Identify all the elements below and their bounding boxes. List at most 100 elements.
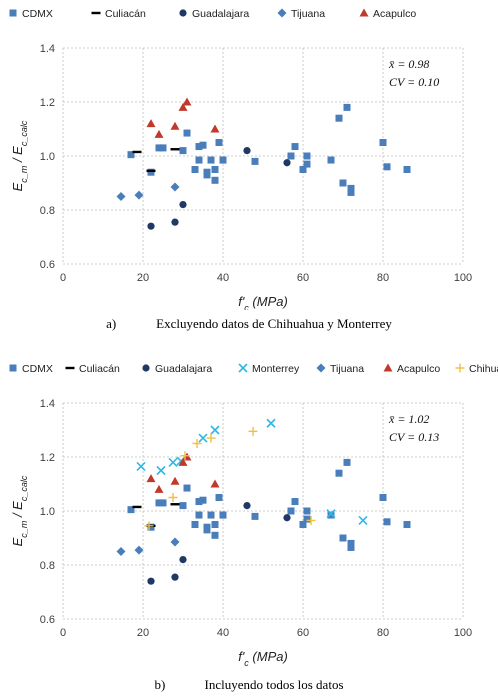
legend-marker-cdmx-a: [9, 9, 17, 17]
x-tick-label-b: 60: [297, 627, 309, 639]
point-cdmx-a: [347, 188, 355, 196]
point-chihuahua-b: [144, 521, 154, 531]
legend-label-culiacan-a: Culiacán: [105, 8, 146, 20]
point-monterrey-b: [210, 425, 220, 435]
point-cdmx-b: [383, 518, 391, 526]
legend-marker-culiacan-a: [91, 11, 101, 15]
point-cdmx-b: [403, 521, 411, 528]
point-monterrey-b: [198, 433, 208, 443]
legend-label-acapulco-b: Acapulco: [397, 363, 440, 375]
stats-line-b: CV = 0.13: [389, 430, 439, 444]
point-acapulco-b: [210, 479, 220, 488]
legend-label-cdmx-b: CDMX: [22, 363, 53, 375]
legend-label-guadalajara-a: Guadalajara: [192, 8, 249, 20]
legend-marker-culiacan-b: [65, 366, 75, 370]
caption-b-text: Incluyendo todos los datos: [204, 677, 344, 692]
x-tick-label-a: 100: [454, 272, 472, 284]
point-guadalajara-b: [243, 502, 251, 510]
point-cdmx-a: [147, 168, 155, 176]
point-cdmx-b: [299, 521, 307, 528]
caption-b: b) Incluyendo todos los datos: [0, 677, 498, 693]
x-tick-label-b: 40: [217, 627, 229, 639]
point-cdmx-a: [199, 141, 207, 149]
point-tijuana-b: [134, 545, 144, 555]
point-acapulco-a: [178, 102, 188, 111]
point-chihuahua-b: [206, 433, 216, 443]
point-cdmx-b: [155, 499, 163, 507]
point-cdmx-b: [159, 499, 167, 507]
point-acapulco-a: [170, 121, 180, 130]
point-cdmx-b: [147, 523, 155, 531]
x-tick-label-a: 80: [377, 272, 389, 284]
point-cdmx-a: [339, 179, 347, 187]
y-axis-title-b: Ec_m / Ec_calc: [10, 475, 29, 546]
stats-annotation-a: x̄ = 0.98 CV = 0.10: [388, 57, 439, 89]
point-cdmx-a: [383, 163, 391, 171]
legend-marker-acapulco-a: [359, 8, 369, 17]
x-tick-label-a: 40: [217, 272, 229, 284]
point-acapulco-a: [154, 129, 164, 138]
x-tick-label-b: 0: [60, 627, 66, 639]
stats-line-a: CV = 0.10: [389, 75, 439, 89]
point-cdmx-b: [195, 511, 203, 519]
stats-line-b: x̄ = 1.02: [388, 412, 429, 426]
y-tick-label-b: 0.8: [40, 560, 55, 572]
point-cdmx-b: [303, 515, 311, 523]
point-monterrey-b: [168, 457, 178, 467]
point-cdmx-a: [211, 176, 219, 184]
point-cdmx-a: [191, 166, 199, 173]
point-cdmx-a: [303, 160, 311, 168]
point-cdmx-a: [291, 143, 299, 151]
legend-label-cdmx-a: CDMX: [22, 8, 53, 20]
point-cdmx-b: [179, 502, 187, 510]
point-cdmx-b: [215, 494, 223, 501]
point-acapulco-b: [154, 484, 164, 493]
legend-marker-tijuana-a: [277, 8, 287, 18]
legend-label-acapulco-a: Acapulco: [373, 8, 416, 20]
caption-a-text: Excluyendo datos de Chihuahua y Monterre…: [156, 316, 392, 331]
x-tick-label-a: 20: [137, 272, 149, 284]
legend-marker-chihuahua-b: [455, 363, 465, 373]
point-cdmx-a: [211, 166, 219, 173]
point-cdmx-b: [211, 521, 219, 528]
point-monterrey-b: [156, 465, 166, 476]
point-cdmx-a: [299, 166, 307, 173]
point-monterrey-b: [136, 461, 146, 472]
grid-b: [62, 402, 464, 620]
point-guadalajara-a: [179, 201, 187, 209]
point-tijuana-b: [116, 547, 126, 556]
x-tick-label-a: 60: [297, 272, 309, 284]
point-cdmx-a: [127, 151, 135, 159]
point-acapulco-a: [210, 124, 220, 133]
point-cdmx-a: [251, 157, 259, 165]
caption-a-letter: a): [106, 316, 117, 331]
point-cdmx-b: [251, 512, 259, 520]
point-chihuahua-b: [180, 451, 190, 461]
legend-label-chihuahua-b: Chihuahua: [469, 363, 498, 375]
caption-a: a) Excluyendo datos de Chihuahua y Monter…: [0, 316, 498, 332]
point-acapulco-a: [146, 119, 156, 128]
point-tijuana-b: [170, 537, 180, 547]
x-axis-title-b: f'c (MPa): [238, 649, 288, 668]
data-points-b: [116, 418, 411, 585]
point-cdmx-b: [379, 494, 387, 501]
point-culiacan-a: [146, 169, 156, 173]
legend-label-tijuana-b: Tijuana: [330, 363, 364, 375]
grid-a: [62, 47, 464, 265]
point-chihuahua-b: [248, 426, 258, 436]
chart-panel-b: CDMX Culiacán Guadalajara Monterrey Tijuana A…: [0, 355, 498, 700]
point-acapulco-b: [182, 452, 192, 461]
point-cdmx-b: [287, 507, 295, 515]
x-tick-label-a: 0: [60, 272, 66, 284]
point-cdmx-a: [379, 139, 387, 146]
point-monterrey-b: [326, 509, 336, 519]
point-cdmx-a: [347, 184, 355, 192]
point-guadalajara-a: [171, 218, 179, 226]
point-cdmx-b: [191, 521, 199, 528]
y-axis-title-a: Ec_m / Ec_calc: [10, 120, 29, 191]
point-guadalajara-b: [171, 573, 179, 581]
legend-marker-cdmx-b: [9, 364, 17, 372]
x-axis-title-a: f'c (MPa): [238, 294, 288, 310]
point-guadalajara-a: [283, 159, 291, 167]
stats-line-a: x̄ = 0.98: [388, 57, 429, 71]
